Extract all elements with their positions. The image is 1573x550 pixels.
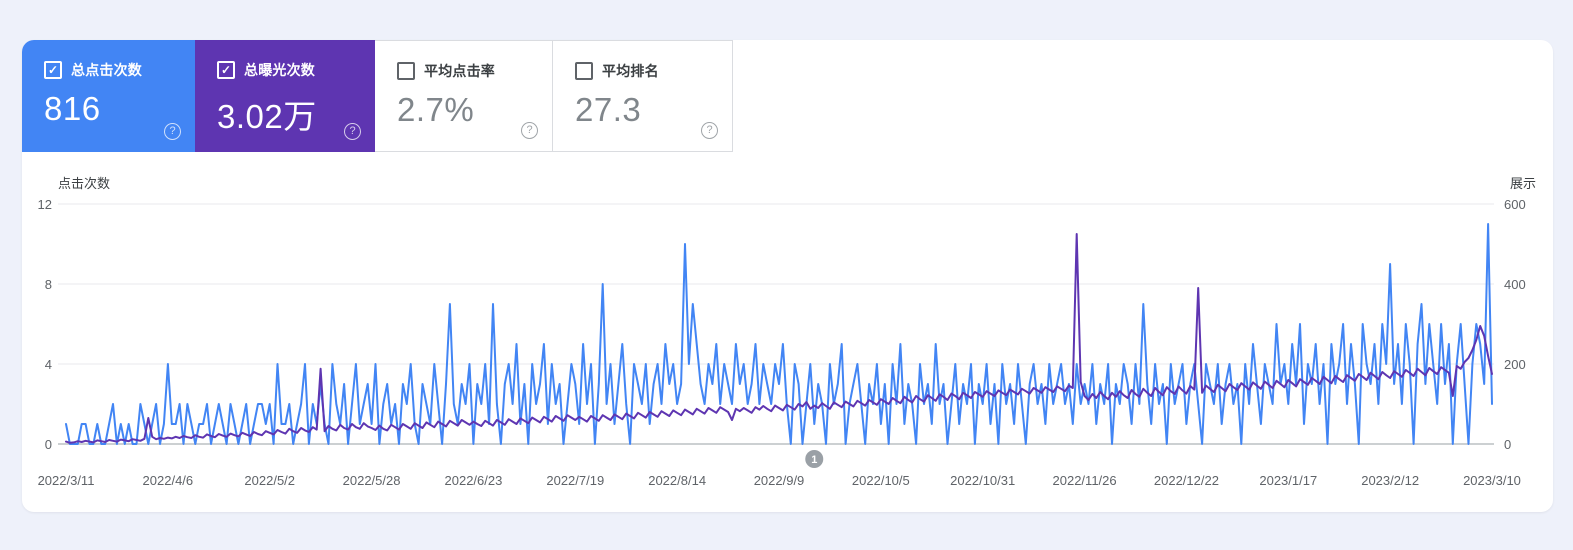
metric-label: 总点击次数 (71, 62, 142, 78)
right-axis-tick: 600 (1504, 197, 1526, 212)
metric-card-total-clicks[interactable]: ✓ 总点击次数 816 ? (22, 40, 195, 152)
x-axis-tick: 2022/5/2 (244, 473, 295, 488)
metric-checkbox-row: 平均点击率 (397, 61, 552, 81)
help-icon[interactable]: ? (521, 122, 538, 139)
x-axis-tick: 2022/12/22 (1154, 473, 1219, 488)
performance-chart[interactable]: 0 0 4 200 8 400 12 600 点击次数 展示 2022/3/11 2022/4/6 20… (22, 152, 1553, 505)
metric-label: 平均点击率 (424, 63, 495, 79)
help-icon[interactable]: ? (701, 122, 718, 139)
left-axis-tick: 0 (45, 437, 52, 452)
x-axis-tick: 2022/4/6 (143, 473, 194, 488)
left-axis-tick: 4 (45, 357, 52, 372)
checkbox-icon[interactable]: ✓ (44, 61, 62, 79)
metric-label: 平均排名 (602, 63, 659, 79)
x-axis-tick: 2022/9/9 (754, 473, 805, 488)
left-axis-tick: 8 (45, 277, 52, 292)
x-axis-tick: 2022/8/14 (648, 473, 706, 488)
search-performance-panel: ✓ 总点击次数 816 ? ✓ 总曝光次数 3.02万 ? 平均点击率 2.7%… (22, 40, 1553, 512)
x-axis-tick: 2023/1/17 (1259, 473, 1317, 488)
right-axis-title: 展示 (1510, 176, 1536, 191)
help-icon[interactable]: ? (344, 123, 361, 140)
right-axis-tick: 0 (1504, 437, 1511, 452)
metric-checkbox-row: 平均排名 (575, 61, 732, 81)
x-axis-tick: 2023/3/10 (1463, 473, 1521, 488)
metric-checkbox-row: ✓ 总点击次数 (44, 60, 195, 80)
checkbox-icon[interactable] (575, 62, 593, 80)
right-axis-tick: 400 (1504, 277, 1526, 292)
x-axis-tick: 2022/7/19 (546, 473, 604, 488)
x-axis-tick: 2022/6/23 (445, 473, 503, 488)
impressions-line (65, 233, 1493, 444)
metric-value: 3.02万 (217, 98, 317, 135)
metric-value: 816 (44, 90, 101, 127)
metric-label: 总曝光次数 (244, 62, 315, 78)
x-axis-tick: 2022/11/26 (1053, 473, 1117, 488)
metric-cards-row: ✓ 总点击次数 816 ? ✓ 总曝光次数 3.02万 ? 平均点击率 2.7%… (22, 40, 1553, 152)
metric-checkbox-row: ✓ 总曝光次数 (217, 60, 375, 80)
right-axis-tick: 200 (1504, 357, 1526, 372)
x-axis-tick: 2023/2/12 (1361, 473, 1419, 488)
x-axis-tick: 2022/5/28 (343, 473, 401, 488)
metric-card-average-ctr[interactable]: 平均点击率 2.7% ? (375, 40, 553, 152)
clicks-line (65, 223, 1493, 445)
annotation-badge-label: 1 (811, 454, 817, 466)
metric-card-total-impressions[interactable]: ✓ 总曝光次数 3.02万 ? (195, 40, 375, 152)
metric-card-average-position[interactable]: 平均排名 27.3 ? (553, 40, 733, 152)
annotation-badge[interactable] (805, 450, 824, 468)
left-axis-title: 点击次数 (58, 176, 110, 191)
checkbox-icon[interactable] (397, 62, 415, 80)
left-axis-tick: 12 (38, 197, 52, 212)
x-axis-tick: 2022/10/31 (950, 473, 1015, 488)
metric-value: 27.3 (575, 91, 642, 128)
chart-canvas[interactable]: 0 0 4 200 8 400 12 600 点击次数 展示 2022/3/11 2022/4/6 20… (22, 152, 1553, 500)
x-axis-tick: 2022/3/11 (38, 473, 95, 488)
checkbox-icon[interactable]: ✓ (217, 61, 235, 79)
x-axis-tick: 2022/10/5 (852, 473, 910, 488)
help-icon[interactable]: ? (164, 123, 181, 140)
metric-value: 2.7% (397, 91, 475, 128)
